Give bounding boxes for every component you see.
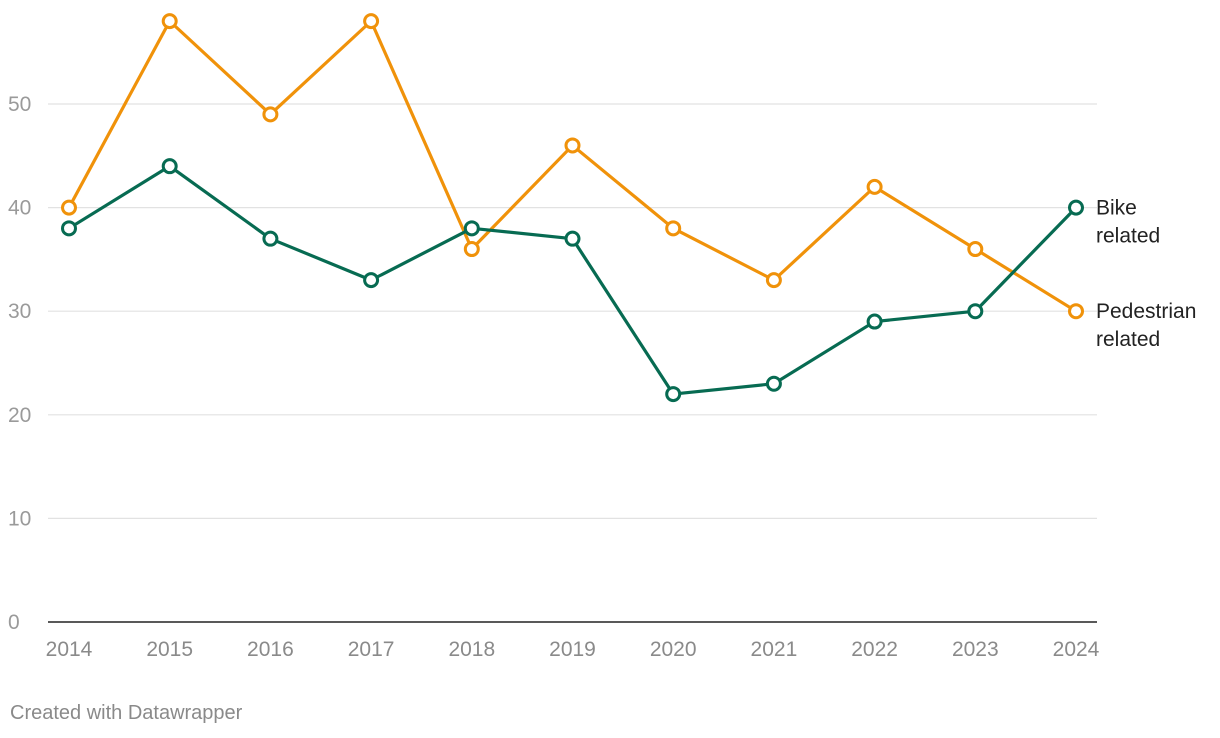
data-point[interactable] — [967, 241, 984, 258]
series-pedestrian-related — [61, 13, 1084, 320]
data-point[interactable] — [161, 13, 178, 30]
x-tick-label: 2015 — [146, 638, 193, 661]
data-point[interactable] — [1068, 303, 1084, 320]
y-tick-label: 50 — [8, 93, 31, 116]
y-axis-ticks: 0 10 20 30 40 50 — [8, 93, 31, 634]
data-point[interactable] — [1068, 199, 1084, 216]
series-bike-related — [61, 158, 1084, 403]
x-tick-label: 2017 — [348, 638, 395, 661]
data-point[interactable] — [61, 220, 77, 237]
y-tick-label: 10 — [8, 507, 31, 530]
y-tick-label: 20 — [8, 404, 31, 427]
x-tick-label: 2020 — [650, 638, 697, 661]
x-axis-ticks: 2014 2015 2016 2017 2018 2019 2020 2021 2022 2023… — [46, 638, 1100, 661]
x-tick-label: 2023 — [952, 638, 999, 661]
y-tick-label: 30 — [8, 300, 31, 323]
data-point[interactable] — [363, 13, 380, 30]
x-tick-label: 2018 — [448, 638, 495, 661]
x-tick-label: 2021 — [751, 638, 798, 661]
x-tick-label: 2016 — [247, 638, 294, 661]
x-tick-label: 2014 — [46, 638, 93, 661]
data-point[interactable] — [363, 272, 380, 289]
data-point[interactable] — [463, 241, 480, 258]
data-point[interactable] — [765, 375, 782, 392]
series-label: Pedestrian related — [1096, 300, 1196, 351]
data-point[interactable] — [564, 137, 581, 154]
y-tick-label: 0 — [8, 611, 20, 634]
data-point[interactable] — [61, 199, 77, 216]
data-point[interactable] — [967, 303, 984, 320]
series-labels: Pedestrian related Bike related — [1096, 197, 1196, 352]
data-point[interactable] — [665, 220, 682, 237]
data-point[interactable] — [665, 386, 682, 403]
credit-text[interactable]: Created with Datawrapper — [10, 702, 243, 724]
series-label: Bike related — [1096, 197, 1160, 248]
series-line — [67, 164, 1078, 396]
data-point[interactable] — [765, 272, 782, 289]
data-point[interactable] — [866, 313, 883, 330]
data-point[interactable] — [463, 220, 480, 237]
series-group — [61, 13, 1084, 403]
series-line — [67, 19, 1078, 313]
data-point[interactable] — [866, 178, 883, 195]
data-point[interactable] — [262, 230, 279, 247]
data-point[interactable] — [161, 158, 178, 175]
y-tick-label: 40 — [8, 197, 31, 220]
x-tick-label: 2022 — [851, 638, 898, 661]
data-point[interactable] — [262, 106, 279, 123]
x-tick-label: 2024 — [1053, 638, 1100, 661]
data-point[interactable] — [564, 230, 581, 247]
gridlines — [48, 103, 1097, 520]
x-tick-label: 2019 — [549, 638, 596, 661]
